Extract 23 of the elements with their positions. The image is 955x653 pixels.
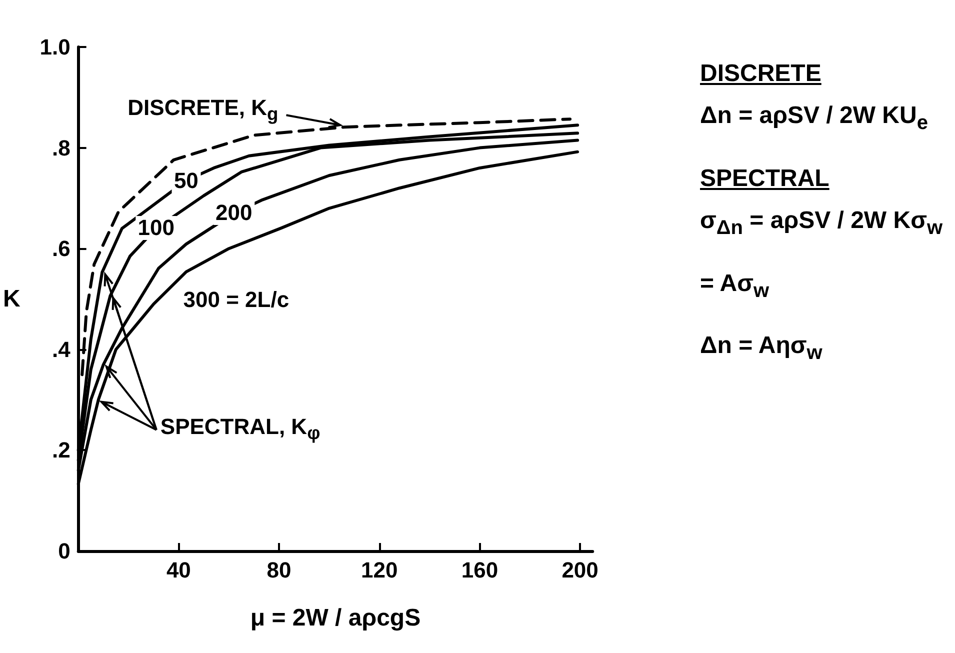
text: Δn = Aησ$_{w}$ bbox=[700, 332, 824, 366]
text: = Aσ$_{w}$ bbox=[700, 270, 770, 302]
x-tick-label: 200 bbox=[562, 558, 598, 582]
y-tick-label: .2 bbox=[52, 438, 70, 463]
x-tick-label: 40 bbox=[166, 558, 191, 582]
y-tick-label: .6 bbox=[52, 236, 70, 262]
annotation: DISCRETE, K$_{g}$ bbox=[128, 94, 278, 126]
text: σ$_{Δn}$ = aρSV / 2W Kσ$_{w}$ bbox=[700, 206, 944, 240]
y-tick-label: .4 bbox=[52, 336, 72, 362]
x-tick-label: 120 bbox=[361, 558, 398, 582]
series-label: 50 bbox=[172, 168, 200, 193]
text: SPECTRAL bbox=[700, 164, 830, 193]
y-axis-title: K bbox=[2, 286, 21, 312]
y-tick-label: 0 bbox=[58, 538, 70, 564]
text: DISCRETE bbox=[700, 60, 822, 88]
series-label: 300 = 2L/c bbox=[181, 286, 292, 312]
x-tick-label: 160 bbox=[461, 558, 498, 582]
y-tick-label: .8 bbox=[52, 135, 70, 160]
x-axis-title: μ = 2W / aρcgS bbox=[250, 604, 421, 632]
y-tick-label: 1.0 bbox=[40, 34, 70, 60]
text: Δn = aρSV / 2W KU$_{e}$ bbox=[700, 102, 929, 135]
x-tick-label: 80 bbox=[266, 558, 292, 582]
annotation: SPECTRAL, K$_{φ}$ bbox=[160, 414, 320, 445]
